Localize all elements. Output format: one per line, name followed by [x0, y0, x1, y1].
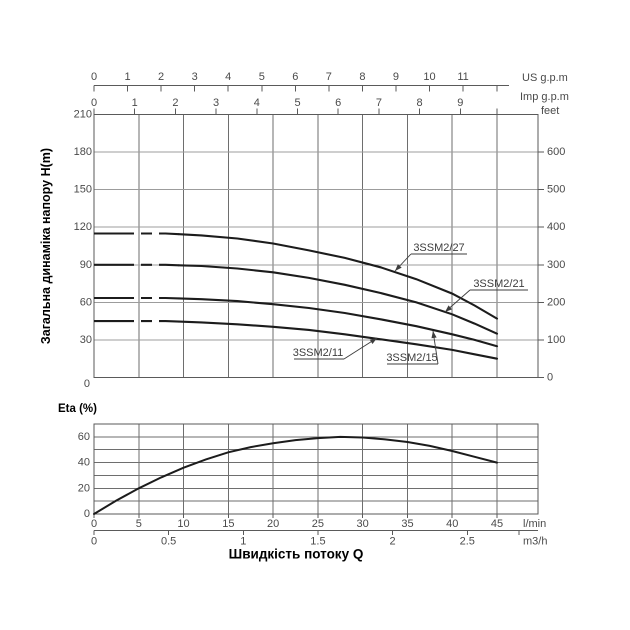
lmin-tick-label: 10	[177, 518, 189, 530]
us-gpm-tick-label: 0	[91, 71, 97, 83]
eta-chart-border	[93, 423, 539, 515]
head-curves	[94, 232, 499, 360]
pump-curve-3SSM2-15	[178, 297, 499, 348]
head-y-tick-label: 150	[74, 184, 92, 196]
curve-label-3SSM2-27: 3SSM2/27	[413, 242, 464, 254]
imp-gpm-unit-label: Imp g.p.m	[520, 91, 569, 103]
lmin-tick-label: 5	[136, 518, 142, 530]
pump-curve-3SSM2-27	[178, 233, 499, 320]
flow-axis-title: Швидкість потоку Q	[229, 547, 364, 562]
us-gpm-tick-label: 6	[292, 71, 298, 83]
pump-curve-dashed-3SSM2-27	[94, 232, 180, 236]
head-y-tick-label: 60	[80, 296, 92, 308]
head-axis-title: Загальна динаміка напору H(m)	[39, 148, 53, 344]
us-gpm-tick-label: 5	[259, 71, 265, 83]
curve-labels: 3SSM2/27 3SSM2/21 3SSM2/15 3SSM2/11	[293, 242, 528, 365]
imp-gpm-tick-label: 0	[91, 97, 97, 109]
feet-tick-label: 200	[547, 296, 565, 308]
chart-axes: 0 1 2 3 4 5 6 7 8 9 10 110 1 2 3 4 5 6 7 8 92101801501209060…	[74, 71, 566, 548]
feet-tick-label: 0	[547, 372, 553, 384]
head-y-tick-label: 90	[80, 259, 92, 271]
lmin-unit-label: l/min	[523, 518, 546, 530]
head-chart-border	[93, 114, 539, 378]
pump-curve-dashed-3SSM2-21	[94, 263, 180, 267]
lmin-tick-label: 0	[91, 518, 97, 530]
us-gpm-tick-label: 3	[192, 71, 198, 83]
m3h-unit-label: m3/h	[523, 536, 547, 548]
imp-gpm-tick-label: 3	[213, 97, 219, 109]
lmin-tick-label: 20	[267, 518, 279, 530]
pump-curve-3SSM2-21	[178, 264, 499, 335]
curve-label-arrowhead	[369, 338, 377, 344]
eta-y-tick-label: 0	[84, 508, 90, 520]
eta-y-tick-label: 20	[78, 482, 90, 494]
curve-label-arrowhead	[445, 305, 452, 312]
head-y-tick-label: 120	[74, 221, 92, 233]
curve-label-arrowhead	[431, 331, 437, 339]
lmin-tick-label: 35	[401, 518, 413, 530]
feet-tick-label: 100	[547, 334, 565, 346]
us-gpm-tick-label: 1	[124, 71, 130, 83]
curve-label-arrowhead	[395, 264, 402, 271]
curve-label-3SSM2-15: 3SSM2/15	[386, 352, 437, 364]
us-gpm-tick-label: 10	[423, 71, 435, 83]
imp-gpm-tick-label: 8	[417, 97, 423, 109]
curve-label-3SSM2-11: 3SSM2/11	[293, 347, 344, 359]
imp-gpm-tick-label: 5	[294, 97, 300, 109]
imp-gpm-tick-label: 2	[172, 97, 178, 109]
pump-curve-3SSM2-11	[178, 320, 499, 360]
m3h-tick-label: 1.5	[310, 536, 325, 548]
m3h-tick-label: 2.5	[460, 536, 475, 548]
feet-tick-label: 400	[547, 221, 565, 233]
imp-gpm-tick-label: 6	[335, 97, 341, 109]
lmin-tick-label: 40	[446, 518, 458, 530]
lmin-tick-label: 25	[312, 518, 324, 530]
eta-y-tick-label: 60	[78, 431, 90, 443]
lmin-tick-label: 15	[222, 518, 234, 530]
head-y-zero-label: 0	[84, 378, 90, 390]
pump-curve-dashed-3SSM2-11	[94, 320, 180, 323]
eta-y-tick-label: 40	[78, 457, 90, 469]
us-gpm-tick-label: 4	[225, 71, 231, 83]
feet-unit-label: feet	[541, 105, 559, 117]
lmin-tick-label: 30	[357, 518, 369, 530]
m3h-tick-label: 0	[91, 536, 97, 548]
m3h-tick-label: 1	[240, 536, 246, 548]
eta-curve	[93, 435, 498, 515]
us-gpm-tick-label: 9	[393, 71, 399, 83]
m3h-tick-label: 0.5	[161, 536, 176, 548]
us-gpm-tick-label: 8	[359, 71, 365, 83]
feet-tick-label: 500	[547, 184, 565, 196]
lmin-tick-label: 45	[491, 518, 503, 530]
head-y-tick-label: 30	[80, 334, 92, 346]
us-gpm-unit-label: US g.p.m	[522, 72, 568, 84]
head-y-tick-label: 210	[74, 108, 92, 120]
chart-gridlines	[93, 114, 539, 515]
feet-tick-label: 600	[547, 146, 565, 158]
feet-tick-label: 300	[547, 259, 565, 271]
imp-gpm-tick-label: 4	[254, 97, 260, 109]
eta-axis-title: Eta (%)	[58, 403, 97, 415]
us-gpm-tick-label: 7	[326, 71, 332, 83]
head-y-tick-label: 180	[74, 146, 92, 158]
m3h-tick-label: 2	[390, 536, 396, 548]
us-gpm-tick-label: 2	[158, 71, 164, 83]
imp-gpm-tick-label: 9	[457, 97, 463, 109]
eta-curve-layer	[93, 435, 498, 515]
imp-gpm-tick-label: 7	[376, 97, 382, 109]
us-gpm-tick-label: 11	[457, 71, 468, 83]
imp-gpm-tick-label: 1	[132, 97, 138, 109]
curve-label-3SSM2-21: 3SSM2/21	[473, 278, 524, 290]
